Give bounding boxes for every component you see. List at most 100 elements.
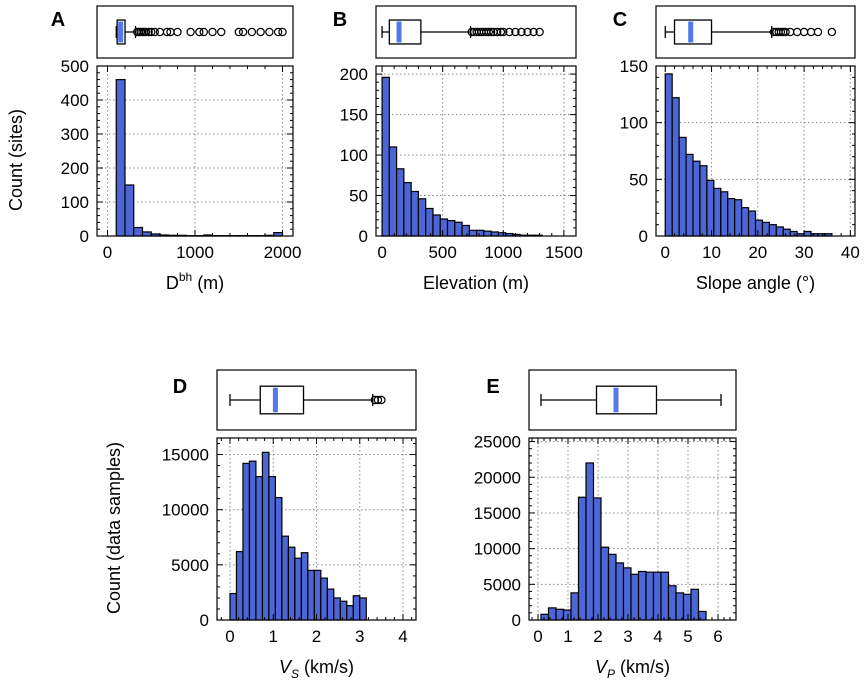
histogram-bar xyxy=(660,571,670,621)
y-tick-label: 500 xyxy=(61,57,89,76)
histogram-bar xyxy=(592,497,602,621)
x-axis-label: VP (km/s) xyxy=(595,657,670,681)
plot-frame xyxy=(375,65,577,237)
boxplot-frame xyxy=(375,5,577,59)
x-tick-label: 0 xyxy=(225,627,234,646)
panel-label: E xyxy=(486,376,499,398)
x-tick-label: 4 xyxy=(398,627,407,646)
histogram-bar xyxy=(678,136,687,237)
boxplot-outlier xyxy=(776,27,786,37)
histogram-bar xyxy=(490,231,500,237)
boxplot-outlier xyxy=(786,27,795,37)
histogram-bar xyxy=(439,218,449,237)
y-tick-label: 50 xyxy=(629,170,648,189)
histogram-bar xyxy=(359,597,367,621)
x-axis-label: VS (km/s) xyxy=(279,657,354,681)
histogram-bar xyxy=(476,229,485,237)
histogram-bar xyxy=(789,230,798,237)
boxplot-outlier xyxy=(147,27,156,37)
boxplot-frame xyxy=(216,369,417,431)
histogram-bar xyxy=(761,221,770,237)
y-tick-label: 5000 xyxy=(483,575,521,594)
y-tick-label: 400 xyxy=(61,91,89,110)
boxplot-outlier xyxy=(799,27,809,37)
boxplot-outlier xyxy=(265,27,274,37)
histogram-bar xyxy=(432,214,441,237)
y-tick-label: 10000 xyxy=(474,540,521,559)
boxplot-outlier xyxy=(781,27,790,37)
boxplot-outlier xyxy=(484,27,493,37)
panel-label: C xyxy=(613,9,627,31)
y-tick-label: 100 xyxy=(61,193,89,212)
histogram-bar xyxy=(388,146,398,237)
x-tick-label: 20 xyxy=(748,243,767,262)
panel-d: 0 1 2 3 4 0 5000 10000 15000 VS (km/s) Count (data… xyxy=(104,369,417,681)
x-tick-label: 30 xyxy=(795,243,814,262)
histogram-bar xyxy=(410,190,420,237)
histogram-bar xyxy=(333,597,341,621)
x-tick-label: 1 xyxy=(269,627,278,646)
histogram-bar xyxy=(685,153,694,237)
histogram-bar xyxy=(645,571,655,621)
boxplot-outlier xyxy=(813,27,823,37)
histogram-bar xyxy=(682,593,692,621)
boxplot-outlier xyxy=(195,27,204,37)
x-tick-label: 2 xyxy=(312,627,321,646)
x-tick-label: 10 xyxy=(702,243,721,262)
x-axis-label-subscript: P xyxy=(607,667,615,681)
x-tick-label: 3 xyxy=(355,627,364,646)
boxplot-box xyxy=(595,385,658,415)
histogram-bar xyxy=(124,184,135,237)
y-tick-label: 300 xyxy=(61,125,89,144)
histogram-bar xyxy=(782,228,791,237)
x-tick-label: 40 xyxy=(841,243,860,262)
histogram-bar xyxy=(615,562,625,621)
histogram-bar xyxy=(768,224,777,237)
histogram-bar xyxy=(690,588,700,621)
y-tick-label: 200 xyxy=(340,65,368,84)
x-tick-label: 2000 xyxy=(264,243,302,262)
boxplot-outlier xyxy=(493,27,502,37)
boxplot-outlier xyxy=(535,27,544,37)
y-tick-label: 200 xyxy=(61,159,89,178)
x-tick-label: 4 xyxy=(653,627,662,646)
histogram-bar xyxy=(468,229,478,237)
x-tick-label: 1500 xyxy=(545,243,583,262)
y-tick-label: 15000 xyxy=(162,446,209,465)
histogram-bar xyxy=(734,199,743,237)
x-axis-label-main: V xyxy=(279,657,293,677)
x-axis-label-unit: (m) xyxy=(192,273,224,293)
histogram-bar xyxy=(671,97,680,237)
x-axis-label-subscript: S xyxy=(291,667,299,681)
histogram-bar xyxy=(307,569,315,621)
boxplot-box xyxy=(388,19,422,45)
histogram-bar xyxy=(446,220,456,237)
x-axis-label-unit: (km/s) xyxy=(299,657,354,677)
histogram-bar xyxy=(630,573,640,621)
histogram-bar xyxy=(562,609,572,621)
y-tick-label: 0 xyxy=(200,611,209,630)
y-tick-label: 5000 xyxy=(171,556,209,575)
histogram-bar xyxy=(577,496,587,621)
histogram-bar xyxy=(235,551,244,621)
y-tick-label: 0 xyxy=(639,227,648,246)
plot-frame xyxy=(528,437,737,621)
x-axis-label: Dbh (m) xyxy=(166,270,224,293)
x-axis-label-superscript: bh xyxy=(179,270,192,284)
histogram-bar xyxy=(381,76,390,237)
boxplot-outlier xyxy=(278,27,287,37)
histogram-bar xyxy=(294,557,302,621)
boxplot-outlier xyxy=(217,27,226,37)
boxplot-outlier xyxy=(792,27,802,37)
y-tick-label: 50 xyxy=(349,187,368,206)
boxplot-outlier xyxy=(505,27,514,37)
y-tick-label: 150 xyxy=(620,57,648,76)
boxplot-outlier xyxy=(247,27,257,37)
histogram-bar xyxy=(141,231,152,237)
histogram-bar xyxy=(133,226,144,237)
x-axis-label-main: D xyxy=(166,273,179,293)
y-tick-label: 10000 xyxy=(162,501,209,520)
panel-b: 0 500 1000 1500 0 50 100 150 200 Elevation (m) B xyxy=(333,5,583,293)
histogram-bar xyxy=(320,577,328,621)
